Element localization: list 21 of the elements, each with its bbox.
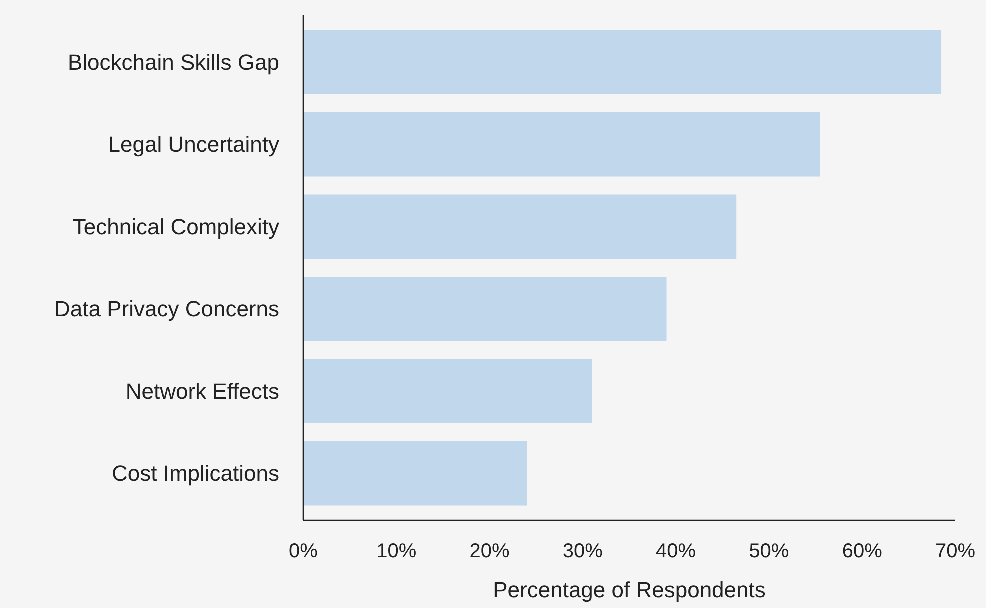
x-tick-label: 60% [842, 540, 883, 562]
x-tick-label: 30% [562, 540, 604, 562]
bar [304, 112, 820, 177]
bar [304, 194, 737, 259]
x-tick-label: 10% [376, 540, 417, 562]
bar [304, 359, 592, 424]
x-tick-label: 0% [289, 540, 318, 562]
x-tick-label: 70% [935, 540, 976, 562]
y-tick-label: Cost Implications [112, 461, 280, 486]
y-tick-label: Blockchain Skills Gap [68, 50, 280, 75]
bar [304, 30, 942, 94]
y-tick-label: Network Effects [126, 378, 280, 404]
y-tick-label: Legal Uncertainty [108, 132, 280, 158]
x-tick-label: 20% [470, 540, 510, 562]
bar [304, 277, 667, 342]
y-tick-label: Technical Complexity [72, 214, 280, 240]
x-axis-title: Percentage of Respondents [493, 578, 766, 602]
y-tick-label: Data Privacy Concerns [54, 296, 280, 322]
x-tick-label: 50% [749, 540, 790, 562]
bar [304, 442, 528, 506]
x-tick-label: 40% [656, 540, 696, 562]
